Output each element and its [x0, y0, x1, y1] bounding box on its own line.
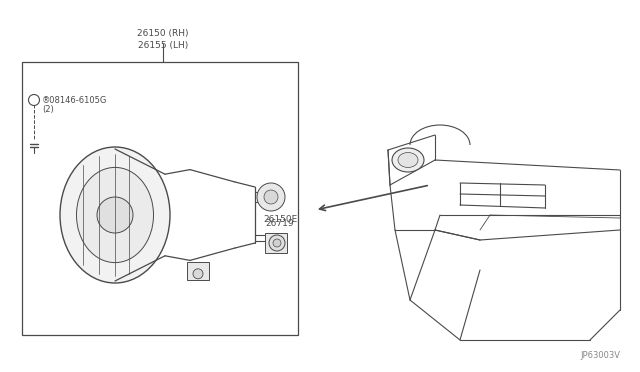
Text: JP63003V: JP63003V [580, 350, 620, 359]
Ellipse shape [398, 153, 418, 167]
Circle shape [269, 235, 285, 251]
Circle shape [264, 190, 278, 204]
Circle shape [257, 183, 285, 211]
Ellipse shape [392, 148, 424, 172]
Circle shape [273, 239, 281, 247]
Text: (2): (2) [42, 105, 54, 113]
Text: 26150 (RH): 26150 (RH) [137, 29, 189, 38]
Bar [265, 233, 287, 253]
Text: B: B [31, 97, 36, 103]
Circle shape [29, 94, 40, 106]
Ellipse shape [77, 167, 154, 263]
Circle shape [97, 197, 133, 233]
Text: ®08146-6105G: ®08146-6105G [42, 96, 108, 105]
Text: 26719: 26719 [265, 218, 294, 228]
Circle shape [193, 269, 203, 279]
Bar [22, 62, 298, 335]
Text: 26155 (LH): 26155 (LH) [138, 41, 188, 50]
Ellipse shape [60, 147, 170, 283]
Bar [187, 262, 209, 280]
Text: 26150E: 26150E [263, 215, 297, 224]
